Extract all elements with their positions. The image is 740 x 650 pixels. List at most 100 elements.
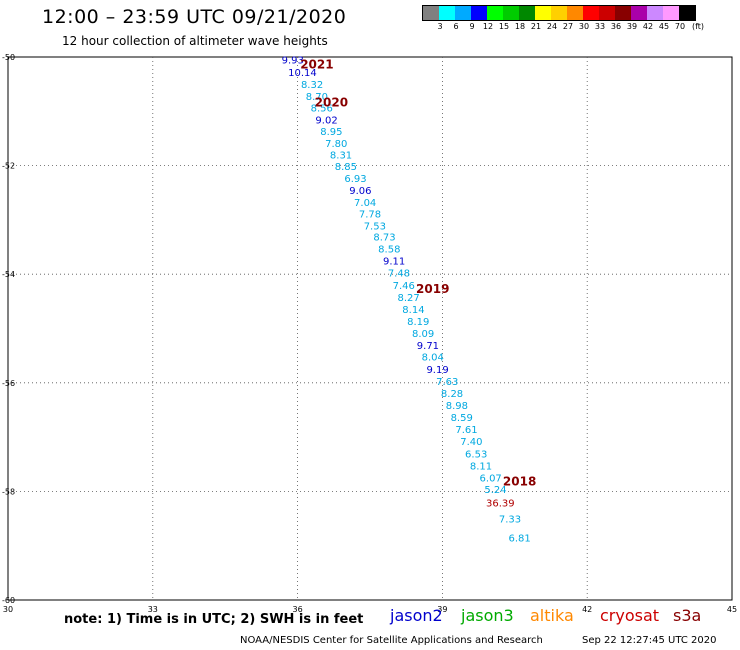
swh-point-label: 8.31 [330, 151, 352, 162]
legend-tick-label: 24 [546, 22, 558, 31]
swh-point-label: 8.04 [422, 353, 444, 364]
swh-point-label: 8.32 [301, 80, 323, 91]
legend-swatch [503, 6, 519, 20]
legend-tick-label: 39 [626, 22, 638, 31]
swh-point-label: 7.33 [499, 515, 521, 526]
swh-point-label: 7.78 [359, 209, 381, 220]
legend-tick-label: 12 [482, 22, 494, 31]
legend-swatch [471, 6, 487, 20]
y-tick-label: -50 [2, 53, 15, 62]
swh-point-label: 9.93 [282, 56, 304, 67]
swh-point-label: 8.27 [397, 293, 419, 304]
legend-swatch [615, 6, 631, 20]
legend-swatch [455, 6, 471, 20]
legend-tick-label: 30 [578, 22, 590, 31]
swh-point-label: 7.80 [325, 139, 347, 150]
color-scale-ticks: 3 6 9 12 15 18 21 24 27 30 33 36 39 42 45 70 (ft) [422, 22, 728, 34]
legend-swatch [567, 6, 583, 20]
legend-swatch [519, 6, 535, 20]
plot-frame [7, 56, 733, 601]
swh-point-label: 8.14 [402, 305, 424, 316]
credit-line: NOAA/NESDIS Center for Satellite Applica… [240, 635, 543, 646]
legend-swatch [631, 6, 647, 20]
x-tick-label: 30 [3, 605, 13, 614]
swh-point-label: 7.61 [455, 425, 477, 436]
footnote: note: 1) Time is in UTC; 2) SWH is in fe… [64, 612, 364, 627]
legend-swatch [647, 6, 663, 20]
y-tick-label: -60 [2, 596, 15, 605]
swh-point-label: 6.53 [465, 449, 487, 460]
color-scale-legend [422, 5, 696, 21]
track-year-label: 2018 [503, 475, 536, 489]
swh-point-label: 8.73 [373, 233, 395, 244]
y-tick-label: -54 [2, 270, 15, 279]
legend-swatch [583, 6, 599, 20]
legend-tick-label: 21 [530, 22, 542, 31]
swh-point-label: 8.95 [320, 127, 342, 138]
swh-point-label: 8.11 [470, 461, 492, 472]
swh-point-label: 9.02 [315, 115, 337, 126]
legend-swatch [439, 6, 455, 20]
swh-point-label: 7.40 [460, 437, 482, 448]
legend-tick-label: 6 [453, 22, 459, 31]
swh-point-label: 8.85 [335, 162, 357, 173]
track-year-label: 2019 [416, 282, 449, 296]
satellite-name: altika [530, 606, 574, 625]
track-year-label: 2020 [315, 96, 348, 110]
legend-tick-label: 3 [437, 22, 443, 31]
legend-tick-label: 42 [642, 22, 654, 31]
swh-point-label: 8.09 [412, 329, 434, 340]
swh-point-label: 8.59 [451, 413, 473, 424]
x-tick-label: 33 [148, 605, 158, 614]
swh-point-label: 6.07 [480, 473, 502, 484]
swh-point-label: 9.11 [383, 257, 405, 268]
swh-point-label: 8.58 [378, 245, 400, 256]
legend-swatch [423, 6, 439, 20]
satellite-name: jason2 [390, 606, 443, 625]
generation-timestamp: Sep 22 12:27:45 UTC 2020 [582, 635, 717, 646]
swh-point-label: 10.14 [288, 68, 317, 79]
x-tick-label: 42 [582, 605, 592, 614]
swh-point-label: 9.06 [349, 186, 371, 197]
swh-point-label: 9.19 [426, 365, 448, 376]
legend-swatch [679, 6, 695, 20]
legend-swatch [487, 6, 503, 20]
map-title: 12:00 – 23:59 UTC 09/21/2020 [42, 6, 347, 28]
legend-swatch [551, 6, 567, 20]
legend-unit: (ft) [691, 22, 705, 31]
swh-point-label: 6.93 [344, 174, 366, 185]
legend-swatch [599, 6, 615, 20]
swh-point-label: 8.28 [441, 389, 463, 400]
satellite-name: jason3 [461, 606, 514, 625]
swh-point-label: 7.53 [364, 221, 386, 232]
swh-point-label: 7.63 [436, 377, 458, 388]
legend-tick-label: 15 [498, 22, 510, 31]
legend-tick-label: 27 [562, 22, 574, 31]
x-tick-label: 45 [727, 605, 737, 614]
y-tick-label: -52 [2, 162, 15, 171]
map-subtitle: 12 hour collection of altimeter wave hei… [62, 34, 328, 48]
legend-tick-label: 70 [674, 22, 686, 31]
track-year-label: 2021 [300, 58, 333, 72]
satellite-name: cryosat [600, 606, 660, 625]
swh-point-label: 8.70 [306, 92, 328, 103]
swh-point-label: 8.98 [446, 401, 468, 412]
y-tick-label: -56 [2, 379, 15, 388]
swh-point-label: 8.56 [311, 103, 333, 114]
swh-point-label: 36.39 [486, 498, 515, 509]
swh-point-label: 7.04 [354, 198, 376, 209]
legend-tick-label: 36 [610, 22, 622, 31]
legend-tick-label: 9 [469, 22, 475, 31]
swh-point-label: 8.19 [407, 317, 429, 328]
swh-point-label: 6.81 [508, 534, 530, 545]
x-tick-label: 36 [293, 605, 303, 614]
satellite-name: s3a [673, 606, 702, 625]
legend-tick-label: 18 [514, 22, 526, 31]
legend-tick-label: 45 [658, 22, 670, 31]
legend-swatch [535, 6, 551, 20]
y-tick-label: -58 [2, 487, 15, 496]
legend-swatch [663, 6, 679, 20]
swh-point-label: 7.48 [388, 269, 410, 280]
swh-point-label: 5.24 [484, 485, 506, 496]
